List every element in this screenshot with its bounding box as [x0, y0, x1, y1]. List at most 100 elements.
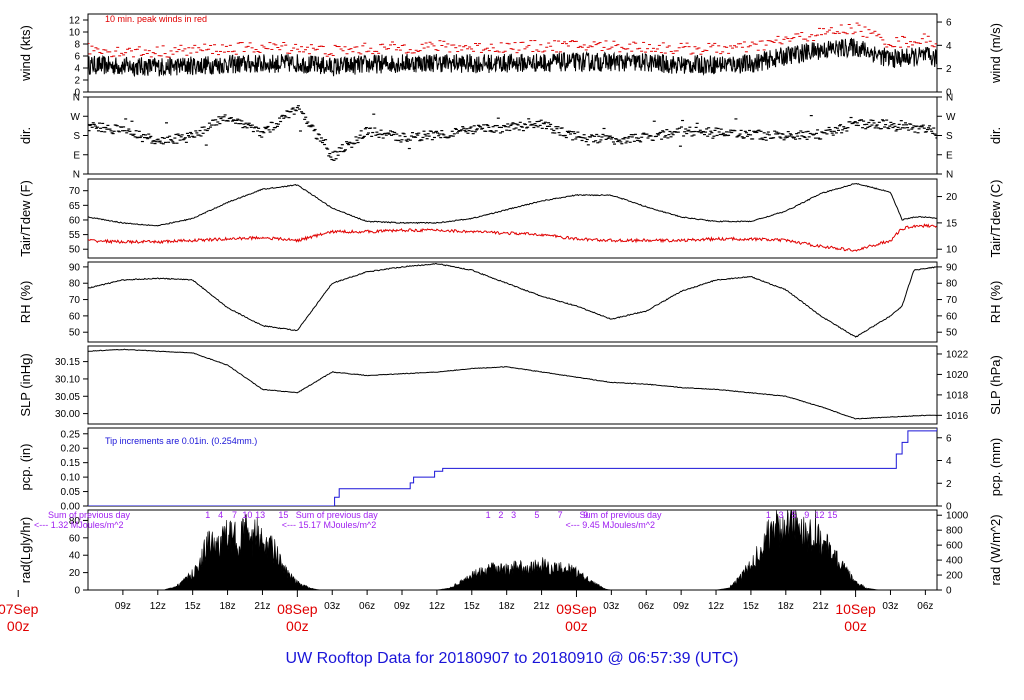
temp-right-tick-label: 20: [946, 192, 958, 203]
wind-right-axis-label: wind (m/s): [988, 23, 1003, 84]
dir-right-tick-label: N: [946, 170, 953, 181]
wind-left-tick-label: 0: [74, 88, 80, 99]
dir-frame: [87, 96, 938, 175]
pcp-left-tick-label: 0.10: [61, 473, 81, 484]
rh-plot: [88, 262, 937, 338]
rad-right-tick-label: 0: [946, 586, 952, 597]
x-tick-label: 03z: [882, 601, 898, 612]
rad-hour-mark: 9: [804, 510, 809, 520]
dir-right-tick-label: S: [946, 131, 953, 142]
pcp-left-tick-label: 0.15: [61, 458, 81, 469]
x-day-label: 08Sep: [277, 601, 318, 617]
pcp-right-tick-label: 0: [946, 502, 952, 513]
x-tick-label: 09z: [115, 601, 131, 612]
wind-right-tick-label: 6: [946, 18, 952, 29]
rad-day-sum-title: Sum of previous day: [296, 510, 379, 520]
x-tick-label: 21z: [254, 601, 270, 612]
temp-left-axis-label: Tair/Tdew (F): [18, 180, 33, 257]
rad-day-sum-title: Sum of previous day: [579, 510, 662, 520]
wind-annotation: 10 min. peak winds in red: [105, 14, 207, 24]
slp-plot: [88, 348, 937, 420]
rad-right-tick-label: 400: [946, 556, 963, 567]
pcp-right-tick-label: 6: [946, 433, 952, 444]
rad-right-axis-label: rad (W/m^2): [988, 514, 1003, 585]
x-tick-label: 03z: [324, 601, 340, 612]
dir-left-axis-label: dir.: [18, 127, 33, 144]
rad-right-tick-label: 800: [946, 526, 963, 537]
panel-slp: 30.00 30.05 30.10 30.15 1016 1018 1020 1022 SLP …: [18, 345, 1003, 425]
wind-frame: [87, 13, 938, 93]
pcp-right-tick-label: 4: [946, 456, 952, 467]
panel-temp: 50 55 60 65 70 10 15 20 Tair/Tdew (F) Tair/Tdew (…: [18, 178, 1003, 259]
rad-left-tick-label: 80: [69, 516, 81, 527]
rad-day-sum-value: <--- 9.45 MJoules/m^2: [565, 520, 655, 530]
slp-right-tick-label: 1022: [946, 349, 969, 360]
x-day-label: 07Sep: [0, 601, 39, 617]
wind-right-tick-label: 0: [946, 88, 952, 99]
rh-left-axis-label: RH (%): [18, 281, 33, 324]
temp-right-axis-label: Tair/Tdew (C): [988, 179, 1003, 257]
rad-hour-mark: 7: [232, 510, 237, 520]
x-day-label: 09Sep: [556, 601, 597, 617]
dir-plot: [88, 105, 937, 161]
slp-left-tick-label: 30.10: [55, 374, 80, 385]
wind-left-tick-label: 2: [74, 76, 80, 87]
x-tick-label: 21z: [813, 601, 829, 612]
temp-left-tick-label: 55: [69, 230, 81, 241]
rad-day-sum-title: Sum of previous day: [48, 510, 131, 520]
x-tick-label: 15z: [464, 601, 480, 612]
rad-hour-mark: 4: [218, 510, 223, 520]
dir-right-tick-label: N: [946, 93, 953, 104]
dir-right-tick-label: E: [946, 150, 953, 161]
dir-left-tick-label: S: [73, 131, 80, 142]
pcp-plot: [88, 428, 937, 506]
wind-left-tick-label: 8: [74, 40, 80, 51]
pcp-frame: [87, 427, 938, 507]
temp-frame: [87, 178, 938, 259]
rh-frame: [87, 261, 938, 343]
rad-left-tick-label: 40: [69, 551, 81, 562]
wind-left-tick-label: 12: [69, 16, 81, 27]
rad-hour-mark: 15: [278, 510, 288, 520]
rad-hour-mark: 15: [827, 510, 837, 520]
pcp-left-tick-label: 0.05: [61, 487, 81, 498]
x-tick-label: 06z: [638, 601, 654, 612]
x-tick-label: 15z: [185, 601, 201, 612]
x-tick-label: 06z: [917, 601, 933, 612]
rh-series-line: [88, 262, 937, 338]
pcp-right-axis-label: pcp. (mm): [988, 438, 1003, 497]
wind-right-tick-label: 4: [946, 41, 952, 52]
footer-title: UW Rooftop Data for 20180907 to 20180910…: [285, 650, 739, 667]
rad-left-tick-label: 0: [74, 586, 80, 597]
x-tick-label: 03z: [603, 601, 619, 612]
rad-right-tick-label: 1000: [946, 511, 969, 522]
panel-rh: 50 60 70 80 90 50 60 70 80 90 RH (%) RH (%): [18, 261, 1003, 343]
temp-left-tick-label: 50: [69, 245, 81, 256]
rad-hour-mark: 13: [255, 510, 265, 520]
slp-left-tick-label: 30.00: [55, 409, 80, 420]
slp-right-tick-label: 1016: [946, 411, 969, 422]
temp-left-tick-label: 60: [69, 215, 81, 226]
slp-left-tick-label: 30.05: [55, 392, 80, 403]
rh-right-tick-label: 70: [946, 295, 958, 306]
rh-right-axis-label: RH (%): [988, 281, 1003, 324]
rh-right-tick-label: 80: [946, 279, 958, 290]
x-tick-label: 18z: [499, 601, 515, 612]
rh-right-tick-label: 50: [946, 328, 958, 339]
panel-pcp: 0.00 0.05 0.10 0.15 0.20 0.25 0 2 4 6 pcp. (in) pcp…: [18, 427, 1003, 513]
rh-left-tick-label: 70: [69, 295, 81, 306]
slp-frame: [87, 345, 938, 425]
slp-left-tick-label: 30.15: [55, 357, 80, 368]
pcp-annotation: Tip increments are 0.01in. (0.254mm.): [105, 436, 257, 446]
wind-left-tick-label: 4: [74, 64, 80, 75]
slp-right-tick-label: 1018: [946, 390, 969, 401]
rad-hour-mark: 2: [498, 510, 503, 520]
x-tick-label: 18z: [219, 601, 235, 612]
x-tick-label: 12z: [708, 601, 724, 612]
x-tick-label: 06z: [359, 601, 375, 612]
temp-left-tick-label: 70: [69, 186, 81, 197]
rad-hour-mark: 3: [511, 510, 516, 520]
slp-series-line: [88, 348, 937, 420]
x-day-time-label: 00z: [286, 618, 309, 634]
